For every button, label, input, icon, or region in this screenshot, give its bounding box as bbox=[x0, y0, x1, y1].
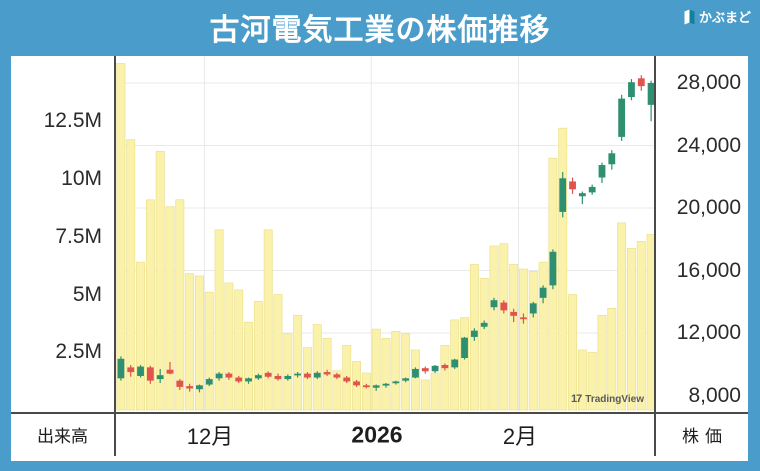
volume-tick-label: 10M bbox=[61, 167, 102, 190]
volume-axis: 12.5M 10M 7.5M 5M 2.5M bbox=[11, 56, 114, 412]
tradingview-label: TradingView bbox=[585, 393, 644, 405]
price-axis: 28,000 24,000 20,000 16,000 12,000 8,000 bbox=[656, 56, 748, 412]
price-tick-label: 20,000 bbox=[676, 196, 741, 219]
x-axis-label-february: 2月 bbox=[502, 424, 538, 449]
x-axis-label-year: 2026 bbox=[351, 421, 403, 448]
tradingview-icon: 17 bbox=[571, 393, 582, 405]
page-title: 古河電気工業の株価推移 bbox=[209, 14, 551, 47]
brand-logo: かぶまど bbox=[683, 7, 751, 26]
axis-separator-left bbox=[114, 56, 116, 456]
axis-separator-horizontal bbox=[11, 412, 748, 414]
price-axis-title: 株価 bbox=[682, 426, 728, 446]
axis-separator-right bbox=[654, 56, 656, 456]
price-tick-label: 16,000 bbox=[676, 258, 741, 282]
volume-tick-label: 2.5M bbox=[55, 340, 102, 363]
chart-panel: 12.5M 10M 7.5M 5M 2.5M 17 TradingView 28… bbox=[11, 56, 748, 461]
header-band: 古河電気工業の株価推移 かぶまど bbox=[0, 0, 760, 56]
volume-tick-label: 7.5M bbox=[55, 225, 102, 248]
volume-tick-label: 5M bbox=[72, 283, 102, 306]
volume-tick-label: 12.5M bbox=[43, 109, 102, 132]
price-tick-label: 24,000 bbox=[676, 133, 741, 157]
tradingview-watermark: 17 TradingView bbox=[571, 393, 644, 405]
x-axis-label-december: 12月 bbox=[186, 424, 234, 449]
candlestick-chart: 17 TradingView bbox=[116, 56, 656, 412]
brand-label: かぶまど bbox=[698, 10, 751, 25]
price-tick-label: 12,000 bbox=[676, 321, 741, 344]
price-tick-label: 28,000 bbox=[676, 71, 741, 94]
chart-canvas bbox=[116, 56, 656, 412]
volume-axis-title: 出来高 bbox=[37, 426, 88, 446]
price-tick-label: 8,000 bbox=[688, 383, 741, 407]
book-icon bbox=[684, 9, 695, 24]
